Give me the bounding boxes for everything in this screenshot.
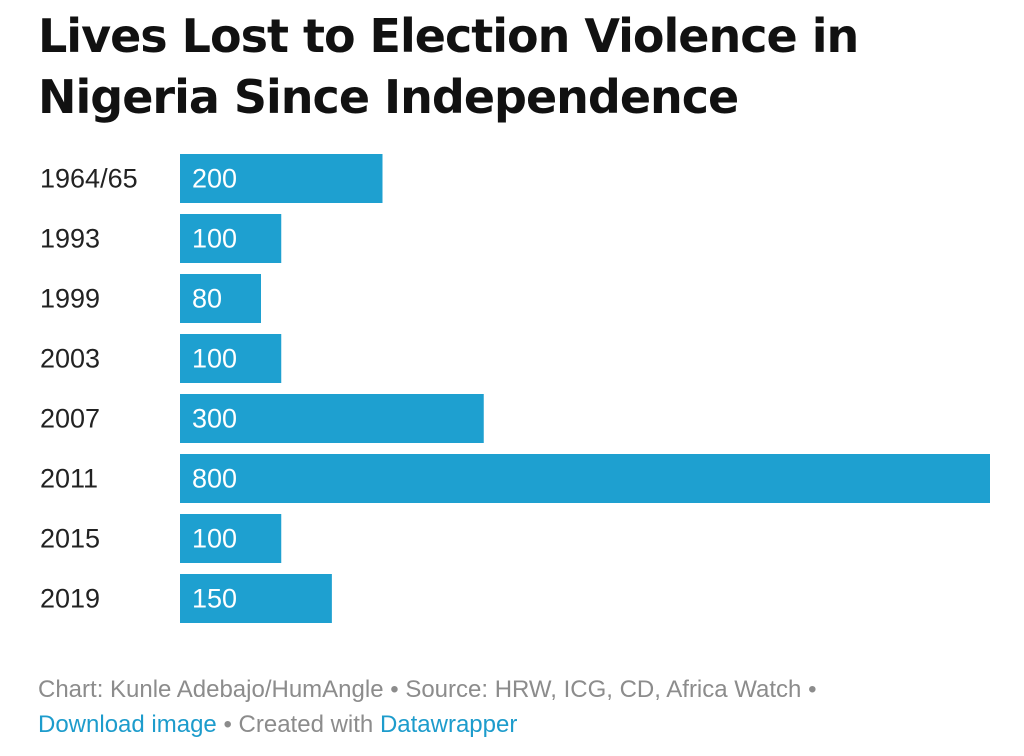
- bar-chart: 1964/65 200 1993 100 1999 80 2003 100 2007 300 201…: [40, 154, 990, 623]
- footer-separator: •: [383, 676, 406, 703]
- created-with-text: Created with: [238, 711, 380, 738]
- chart-footer: Chart: Kunle Adebajo/HumAngle • Source: …: [38, 672, 998, 742]
- footer-separator: •: [216, 711, 239, 738]
- bar-2011: [180, 454, 990, 503]
- value-label: 100: [192, 224, 237, 254]
- bar-2007: [180, 394, 484, 443]
- bar-1993: [180, 214, 282, 263]
- category-label: 2015: [40, 524, 100, 554]
- value-label: 100: [192, 524, 237, 554]
- bar-1964-65: [180, 154, 383, 203]
- datawrapper-link[interactable]: Datawrapper: [379, 711, 518, 738]
- category-label: 2003: [40, 344, 100, 374]
- value-label: 80: [192, 284, 222, 314]
- chart-source: Source: HRW, ICG, CD, Africa Watch: [405, 676, 802, 703]
- chart-credit: Chart: Kunle Adebajo/HumAngle: [38, 676, 384, 703]
- download-image-link[interactable]: Download image: [38, 711, 217, 738]
- value-label: 200: [192, 164, 237, 194]
- value-label: 100: [192, 344, 237, 374]
- bar-2015: [180, 514, 282, 563]
- category-label: 2011: [40, 464, 98, 494]
- chart-title: Lives Lost to Election Violence in Niger…: [38, 9, 859, 124]
- category-label: 2007: [40, 404, 100, 434]
- footer-separator: •: [801, 676, 817, 703]
- bar-2019: [180, 574, 332, 623]
- category-label: 2019: [40, 584, 100, 614]
- bar-1999: [180, 274, 261, 323]
- value-label: 150: [192, 584, 237, 614]
- category-label: 1964/65: [40, 164, 138, 194]
- value-label: 800: [192, 464, 237, 494]
- category-label: 1993: [40, 224, 100, 254]
- category-label: 1999: [40, 284, 100, 314]
- value-label: 300: [192, 404, 237, 434]
- bar-2003: [180, 334, 282, 383]
